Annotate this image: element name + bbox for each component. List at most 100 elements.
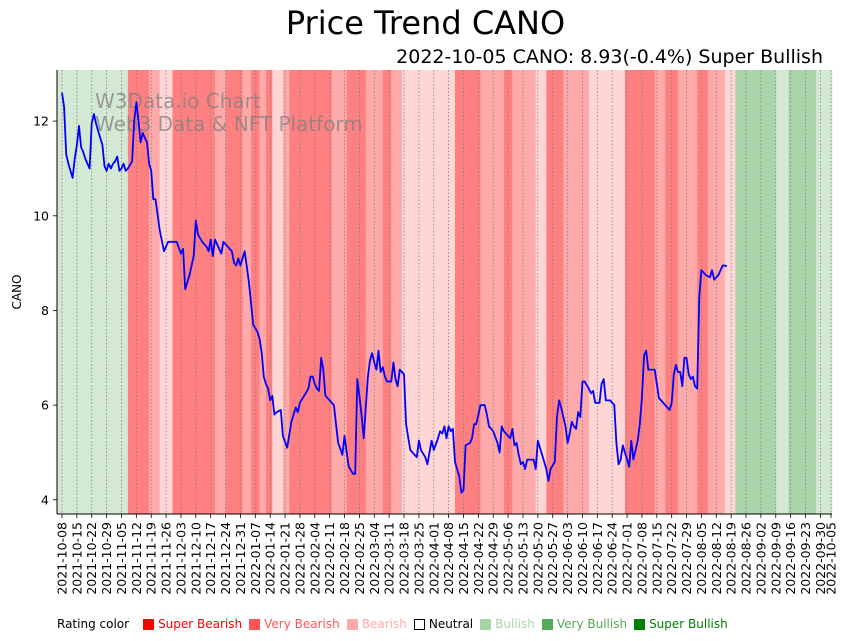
x-tick-label: 2022-08-26 (739, 522, 754, 595)
legend-item-very-bearish: Very Bearish (249, 617, 344, 631)
x-tick-label: 2022-06-03 (560, 522, 575, 595)
x-tick-label: 2022-02-25 (352, 522, 367, 595)
legend-label: Bearish (361, 617, 407, 631)
x-tick-label: 2022-06-17 (590, 522, 605, 595)
rating-band-bearish (391, 70, 403, 514)
legend-swatch (143, 618, 155, 630)
x-tick-label: 2022-05-13 (515, 522, 530, 595)
y-axis-label: CANO (10, 274, 24, 309)
rating-band-bearish (340, 70, 347, 514)
x-tick-label: 2022-01-07 (248, 522, 263, 595)
rating-band-bearish (149, 70, 161, 514)
x-tick-label: 2022-08-12 (709, 522, 724, 595)
x-tick-label: 2021-10-08 (55, 522, 70, 595)
legend-label: Very Bearish (264, 617, 340, 631)
rating-band-neutral (724, 70, 736, 514)
x-tick-label: 2021-12-03 (173, 522, 188, 595)
legend-item-super-bearish: Super Bearish (143, 617, 246, 631)
x-tick-label: 2022-08-19 (724, 522, 739, 595)
x-tick-label: 2022-07-22 (664, 522, 679, 595)
legend-title: Rating color (57, 617, 130, 631)
legend-label: Neutral (428, 617, 474, 631)
legend-item-neutral: Neutral (413, 617, 477, 631)
rating-band-bearish (214, 70, 226, 514)
rating-band-bullish (57, 70, 129, 514)
price-line-cano (61, 92, 728, 494)
rating-band-bearish (678, 70, 698, 514)
x-tick-label: 2022-02-18 (337, 522, 352, 595)
rating-band-very-bearish (624, 70, 655, 514)
legend-swatch (480, 618, 492, 630)
x-tick-label: 2022-01-14 (263, 522, 278, 595)
x-tick-label: 2021-12-24 (218, 522, 233, 595)
rating-band-very-bearish (225, 70, 243, 514)
rating-band-bullish (775, 70, 789, 514)
rating-band-very-bearish (382, 70, 392, 514)
legend-label: Super Bullish (649, 617, 728, 631)
y-tick-label: 10 (33, 208, 49, 223)
y-tick-label: 4 (41, 492, 49, 507)
x-tick-label: 2022-05-06 (501, 522, 516, 595)
x-tick-label: 2022-01-21 (278, 522, 293, 595)
x-tick-label: 2021-10-29 (99, 522, 114, 595)
legend-label: Bullish (495, 617, 535, 631)
x-tick-label: 2021-12-10 (188, 522, 203, 595)
x-tick-label: 2022-07-15 (649, 522, 664, 595)
rating-band-neutral (588, 70, 626, 514)
x-tick-label: 2022-04-15 (456, 522, 471, 595)
rating-band-very-bearish (697, 70, 709, 514)
rating-band-neutral (272, 70, 284, 514)
x-tick-label: 2022-08-05 (694, 522, 709, 595)
x-tick-label: 2022-04-08 (441, 522, 456, 595)
rating-band-very-bullish (735, 70, 777, 514)
x-axis-ticks: 2021-10-08 2021-10-15 2021-10-22 2021-10-29… (55, 514, 839, 595)
legend-swatch (634, 618, 646, 630)
legend-item-super-bullish: Super Bullish (634, 617, 732, 631)
rating-band-bearish (331, 70, 341, 514)
legend-swatch (249, 618, 261, 630)
rating-band-very-bearish (289, 70, 299, 514)
x-tick-label: 2021-11-05 (114, 522, 129, 595)
x-tick-label: 2022-09-16 (783, 522, 798, 595)
x-tick-label: 2022-03-04 (367, 522, 382, 595)
x-tick-label: 2022-07-29 (679, 522, 694, 595)
x-tick-label: 2021-11-19 (144, 522, 159, 595)
rating-band-bearish (282, 70, 290, 514)
axes (56, 70, 832, 515)
x-tick-label: 2021-10-22 (84, 522, 99, 595)
rating-band-bearish (654, 70, 666, 514)
x-tick-label: 2021-11-12 (129, 522, 144, 595)
x-tick-label: 2022-03-18 (397, 522, 412, 595)
legend-item-very-bullish: Very Bullish (541, 617, 631, 631)
x-tick-label: 2022-09-02 (753, 522, 768, 595)
x-tick-label: 2022-10-05 (824, 522, 839, 595)
x-tick-label: 2022-05-27 (545, 522, 560, 595)
rating-band-very-bullish (788, 70, 817, 514)
rating-band-very-bearish (454, 70, 481, 514)
rating-band-bearish (242, 70, 252, 514)
x-tick-label: 2022-05-20 (530, 522, 545, 595)
rating-band-bearish (259, 70, 267, 514)
x-tick-label: 2021-12-31 (233, 522, 248, 595)
x-tick-label: 2022-03-11 (382, 522, 397, 595)
rating-band-neutral (401, 70, 456, 514)
legend-item-bullish: Bullish (480, 617, 539, 631)
x-tick-label: 2022-01-28 (292, 522, 307, 595)
y-tick-label: 6 (41, 398, 49, 413)
x-tick-label: 2021-10-15 (69, 522, 84, 595)
x-tick-label: 2022-09-30 (813, 522, 828, 595)
x-tick-label: 2022-07-08 (634, 522, 649, 595)
legend-label: Super Bearish (158, 617, 243, 631)
x-tick-label: 2022-02-11 (322, 522, 337, 595)
x-tick-label: 2022-02-04 (307, 522, 322, 595)
x-tick-label: 2022-04-01 (426, 522, 441, 595)
rating-band-bearish (480, 70, 505, 514)
chart-title: Price Trend CANO (285, 4, 566, 42)
x-tick-label: 2022-04-29 (486, 522, 501, 595)
rating-band-neutral (535, 70, 547, 514)
legend-label: Very Bullish (556, 617, 628, 631)
x-tick-label: 2022-07-01 (620, 522, 635, 595)
x-tick-label: 2022-03-25 (411, 522, 426, 595)
legend-swatch (346, 618, 358, 630)
